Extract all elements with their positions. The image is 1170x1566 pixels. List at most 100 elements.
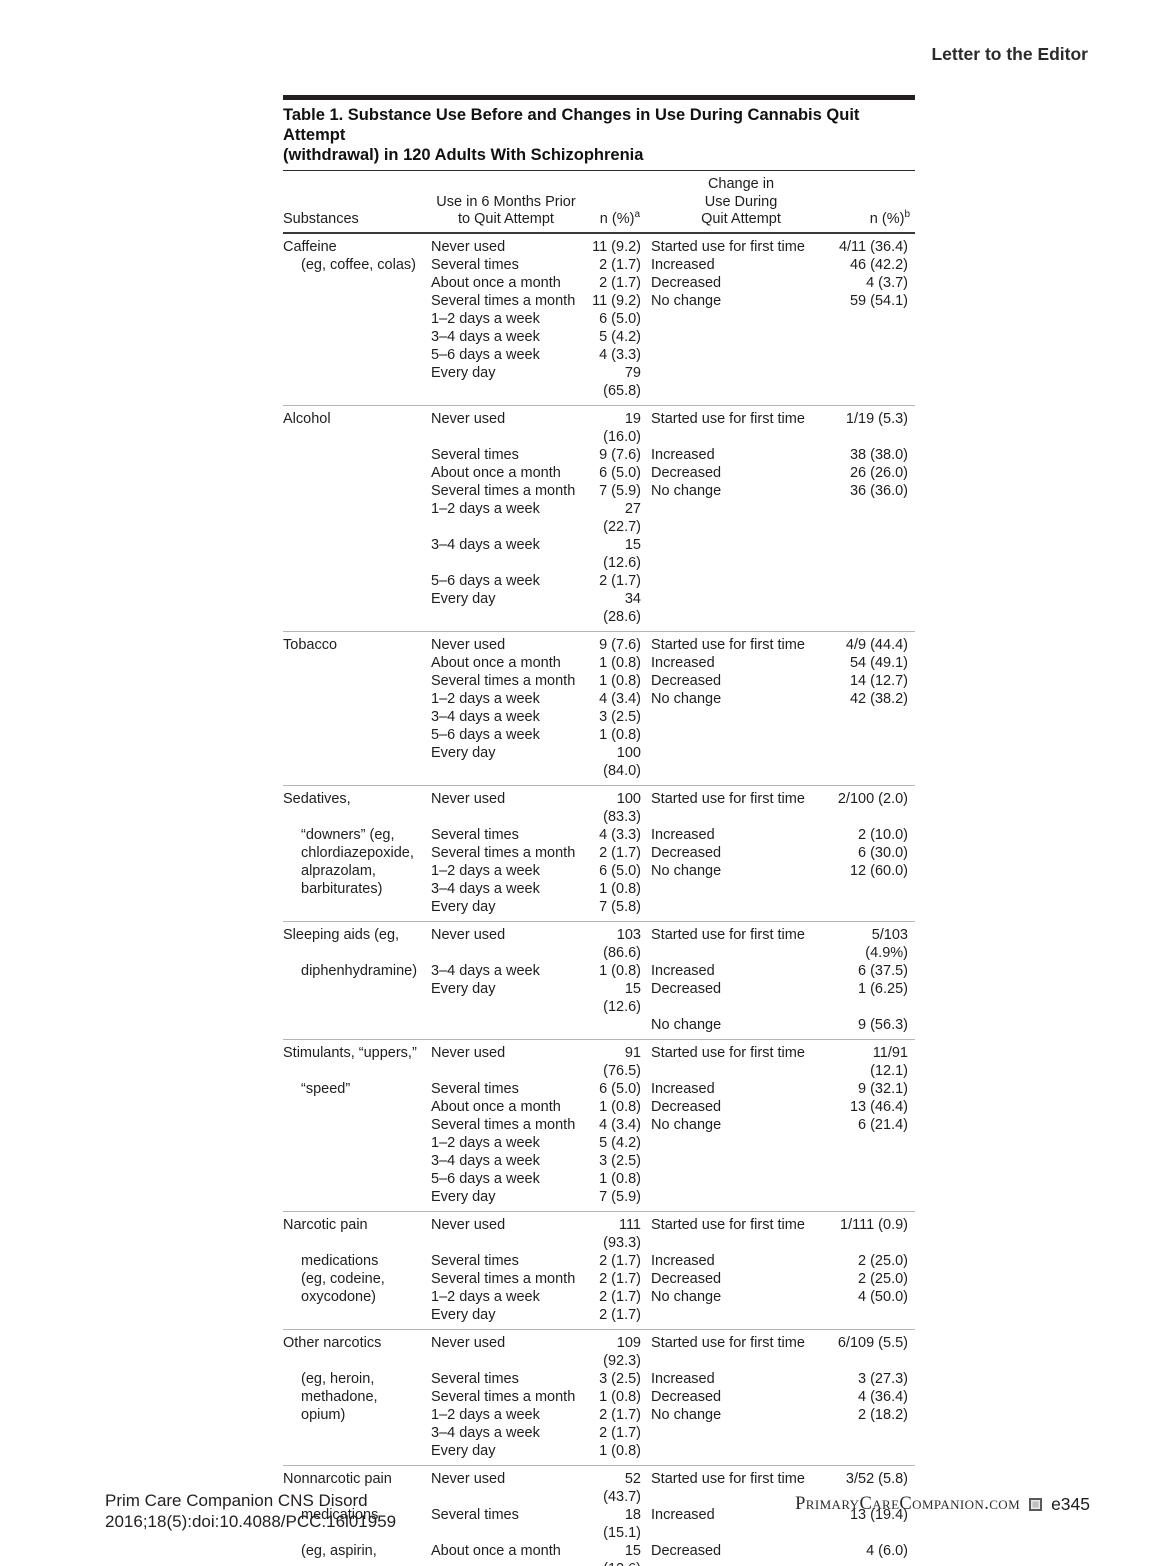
frequency-label: Several times: [431, 256, 519, 273]
table-row: No change 9 (56.3): [283, 1016, 915, 1034]
frequency-label: 1–2 days a week: [431, 500, 540, 517]
change-label: [651, 572, 831, 590]
frequency-value: 6 (5.0): [599, 464, 641, 481]
substance-name: medications: [301, 1506, 379, 1523]
col-header-change-line-1: Change in: [707, 176, 775, 192]
change-label: [651, 1442, 831, 1460]
change-value: [837, 898, 915, 916]
frequency-value: 27 (22.7): [603, 500, 641, 535]
frequency-value: 2 (1.7): [599, 844, 641, 861]
change-value: 2 (25.0): [858, 1252, 908, 1269]
substance-name: [283, 898, 425, 916]
change-value: 2 (25.0): [858, 1270, 908, 1287]
change-label: Decreased: [651, 1388, 722, 1405]
frequency-label: Never used: [431, 1044, 506, 1061]
change-label: [651, 1188, 831, 1206]
table-row: medications Several times 18 (15.1) Increas…: [283, 1506, 915, 1542]
frequency-value: 2 (1.7): [599, 1406, 641, 1423]
frequency-value: 100 (83.3): [603, 790, 641, 825]
table-row: 3–4 days a week 3 (2.5): [283, 1152, 915, 1170]
frequency-value: 1 (0.8): [599, 1098, 641, 1115]
change-label: No change: [651, 1116, 722, 1133]
frequency-value: 34 (28.6): [603, 590, 641, 625]
table-row: opium) 1–2 days a week 2 (1.7) No change 2 (…: [283, 1406, 915, 1424]
change-label: Started use for first time: [651, 1334, 805, 1351]
table-row: Every day 100 (84.0): [283, 744, 915, 780]
change-label: Started use for first time: [651, 1470, 805, 1487]
change-value: [837, 726, 915, 744]
table-row: Sedatives, Never used 100 (83.3) Started us…: [283, 790, 915, 826]
frequency-label: Several times a month: [431, 1388, 576, 1405]
frequency-value: 1 (0.8): [599, 1442, 641, 1459]
change-label: Started use for first time: [651, 926, 805, 943]
frequency-label: Several times: [431, 1370, 519, 1387]
change-value: 54 (49.1): [849, 654, 908, 671]
change-value: 4 (36.4): [858, 1388, 908, 1405]
frequency-label: Every day: [431, 980, 496, 997]
frequency-label: Several times a month: [431, 482, 576, 499]
substance-name: [283, 1170, 425, 1188]
frequency-value: 2 (1.7): [599, 1306, 641, 1323]
change-value: 13 (19.4): [849, 1506, 908, 1523]
change-value: [837, 310, 915, 328]
frequency-value: 111 (93.3): [603, 1216, 641, 1251]
table-row: 1–2 days a week 5 (4.2): [283, 1134, 915, 1152]
table-row: Caffeine Never used 11 (9.2) Started use fo…: [283, 238, 915, 256]
substance-name: [283, 744, 425, 780]
change-value: 26 (26.0): [849, 464, 908, 481]
frequency-value: 5 (4.2): [599, 1134, 641, 1151]
change-value: [837, 1424, 915, 1442]
frequency-value: 4 (3.3): [599, 346, 641, 363]
table-1: Table 1. Substance Use Before and Change…: [283, 95, 915, 1566]
table-row: Alcohol Never used 19 (16.0) Started use fo…: [283, 410, 915, 446]
frequency-label: 1–2 days a week: [431, 1288, 540, 1305]
substance-group: Caffeine Never used 11 (9.2) Started use fo…: [283, 234, 915, 405]
col-header-prior-line-2: to Quit Attempt: [458, 211, 554, 227]
change-label: No change: [651, 862, 722, 879]
change-label: Decreased: [651, 1542, 722, 1559]
table-row: 5–6 days a week 4 (3.3): [283, 346, 915, 364]
frequency-label: About once a month: [431, 274, 561, 291]
table-row: (eg, aspirin, About once a month 15 (12.6)…: [283, 1542, 915, 1566]
table-row: (eg, coffee, colas) Several times 2 (1.7) I…: [283, 256, 915, 274]
change-label: No change: [651, 292, 722, 309]
change-label: Increased: [651, 446, 715, 463]
change-value: [837, 1134, 915, 1152]
frequency-label: Several times a month: [431, 1270, 576, 1287]
change-value: 4/11 (36.4): [838, 238, 908, 255]
substance-group: Tobacco Never used 9 (7.6) Started use for …: [283, 630, 915, 785]
frequency-label: 3–4 days a week: [431, 1424, 540, 1441]
table-row: (eg, heroin, Several times 3 (2.5) Increase…: [283, 1370, 915, 1388]
frequency-value: 19 (16.0): [603, 410, 641, 445]
frequency-value: 11 (9.2): [592, 238, 641, 255]
change-value: 6 (30.0): [858, 844, 908, 861]
change-value: 6/109 (5.5): [837, 1334, 908, 1351]
change-label: [651, 708, 831, 726]
change-label: [651, 364, 831, 400]
frequency-label: 1–2 days a week: [431, 1406, 540, 1423]
substance-name: [283, 482, 425, 500]
frequency-value: 15 (12.6): [603, 1542, 641, 1566]
substance-group: Stimulants, “uppers,” Never used 91 (76.5)…: [283, 1038, 915, 1211]
frequency-label: Every day: [431, 590, 496, 607]
change-label: Decreased: [651, 844, 722, 861]
change-value: [837, 364, 915, 400]
frequency-value: 18 (15.1): [603, 1506, 641, 1541]
frequency-label: 3–4 days a week: [431, 1152, 540, 1169]
change-value: 6 (21.4): [858, 1116, 908, 1133]
frequency-value: 1 (0.8): [599, 654, 641, 671]
change-label: [651, 346, 831, 364]
frequency-label: Several times a month: [431, 292, 576, 309]
change-value: [837, 1170, 915, 1188]
frequency-value: 2 (1.7): [599, 256, 641, 273]
change-label: Started use for first time: [651, 790, 805, 807]
table-row: barbiturates) 3–4 days a week 1 (0.8): [283, 880, 915, 898]
change-label: Increased: [651, 962, 715, 979]
table-row: Every day 7 (5.8): [283, 898, 915, 916]
table-row: Several times a month 4 (3.4) No change 6 (…: [283, 1116, 915, 1134]
frequency-label: 5–6 days a week: [431, 726, 540, 743]
frequency-label: Never used: [431, 636, 506, 653]
frequency-label: About once a month: [431, 654, 561, 671]
change-value: 2 (18.2): [858, 1406, 908, 1423]
frequency-label: 1–2 days a week: [431, 310, 540, 327]
